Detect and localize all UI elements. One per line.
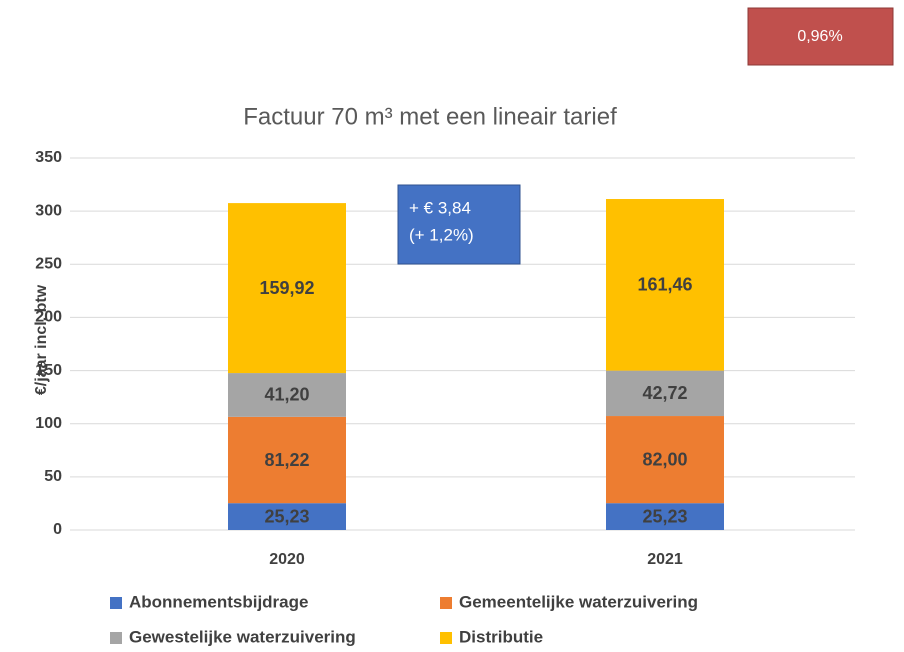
data-label: 41,20 bbox=[264, 385, 309, 405]
legend-label: Abonnementsbijdrage bbox=[129, 592, 308, 611]
x-tick-label: 2020 bbox=[269, 551, 305, 568]
bar-segment bbox=[606, 416, 724, 504]
data-label: 25,23 bbox=[642, 506, 687, 526]
legend-label: Gewestelijke waterzuivering bbox=[129, 627, 356, 646]
data-label: 42,72 bbox=[642, 383, 687, 403]
y-tick-label: 350 bbox=[35, 149, 62, 166]
legend-label: Distributie bbox=[459, 627, 543, 646]
bar-segment bbox=[228, 373, 346, 417]
y-axis-label: €/jaar incl. btw bbox=[33, 284, 50, 395]
y-tick-label: 150 bbox=[35, 362, 62, 379]
chart-title: Factuur 70 m³ met een lineair tarief bbox=[243, 103, 617, 130]
y-tick-label: 50 bbox=[44, 468, 62, 485]
bar-segment bbox=[606, 370, 724, 417]
legend-swatch bbox=[110, 597, 122, 609]
y-tick-label: 0 bbox=[53, 521, 62, 538]
data-label: 81,22 bbox=[264, 450, 309, 470]
y-tick-label: 200 bbox=[35, 309, 62, 326]
legend-label: Gemeentelijke waterzuivering bbox=[459, 592, 698, 611]
annotation: 0,96% bbox=[797, 28, 842, 45]
annotation-box bbox=[747, 7, 894, 66]
y-tick-label: 100 bbox=[35, 415, 62, 432]
legend-swatch bbox=[440, 632, 452, 644]
y-tick-label: 250 bbox=[35, 256, 62, 273]
legend-swatch bbox=[440, 597, 452, 609]
data-label: 82,00 bbox=[642, 449, 687, 469]
bar-segment bbox=[606, 503, 724, 530]
bar-segment bbox=[228, 203, 346, 374]
data-label: 25,23 bbox=[264, 506, 309, 526]
x-tick-label: 2021 bbox=[647, 551, 683, 568]
bar-segment bbox=[228, 503, 346, 530]
data-label: 161,46 bbox=[637, 275, 692, 295]
bar-segment bbox=[228, 416, 346, 504]
bar-segment bbox=[606, 199, 724, 371]
y-tick-label: 300 bbox=[35, 202, 62, 219]
legend-swatch bbox=[110, 632, 122, 644]
annotation: (+ 1,2%) bbox=[409, 225, 474, 244]
data-label: 159,92 bbox=[259, 278, 314, 298]
annotation-box bbox=[397, 184, 521, 265]
annotation: + € 3,84 bbox=[409, 198, 471, 217]
